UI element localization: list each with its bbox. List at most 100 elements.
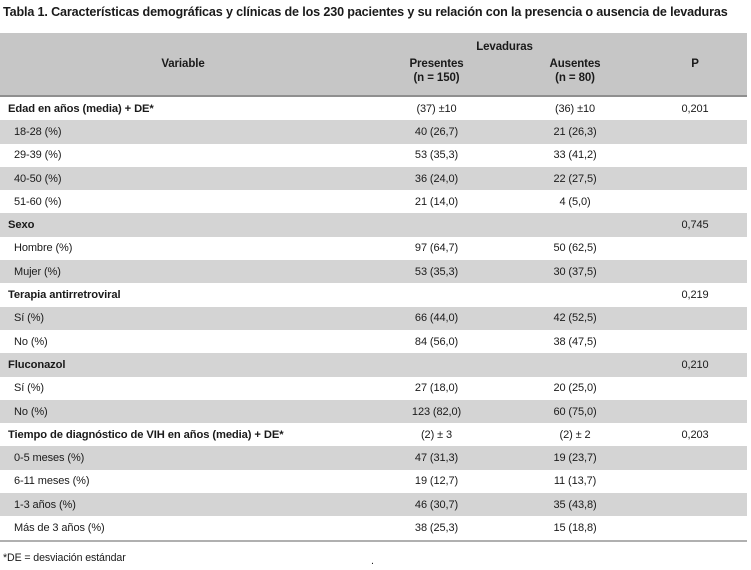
cell-p (643, 236, 748, 261)
table-row: Sí (%) 66 (44,0) 42 (52,5) (0, 306, 748, 330)
cell-ausentes: 20 (25,0) (507, 376, 644, 400)
cell-presentes: 46 (30,7) (366, 493, 507, 517)
table-row: 40-50 (%) 36 (24,0) 22 (27,5) (0, 166, 748, 191)
table-row: Terapia antirretroviral 0,219 (0, 283, 748, 307)
cell-ausentes: 21 (26,3) (507, 120, 644, 144)
header-group-levaduras: Levaduras (366, 33, 644, 55)
table-header: Variable Levaduras P Presentes (n = 150)… (0, 33, 748, 97)
table-body: Edad en años (media) + DE* (37) ±10 (36) ±… (0, 96, 748, 541)
cell-label: 29-39 (%) (0, 143, 366, 167)
cell-label: Más de 3 años (%) (0, 516, 366, 541)
table-row: Mujer (%) 53 (35,3) 30 (37,5) (0, 260, 748, 284)
header-ausentes-n: (n = 80) (555, 72, 595, 84)
cell-p (643, 260, 748, 284)
cell-ausentes: 4 (5,0) (507, 190, 644, 214)
cell-ausentes (507, 353, 644, 377)
stray-period: . (371, 554, 374, 567)
cell-presentes: 36 (24,0) (366, 166, 507, 191)
table-title: Tabla 1. Características demográficas y … (3, 5, 728, 19)
cell-ausentes: 38 (47,5) (507, 329, 644, 354)
cell-presentes: 97 (64,7) (366, 236, 507, 261)
cell-label: 40-50 (%) (0, 166, 366, 191)
cell-presentes: 27 (18,0) (366, 376, 507, 400)
footer-area: *DE = desviación estándar . (0, 552, 747, 570)
cell-label: Fluconazol (0, 353, 366, 377)
cell-p (643, 399, 748, 424)
header-presentes: Presentes (n = 150) (366, 55, 507, 97)
cell-p: 0,745 (643, 213, 748, 237)
cell-ausentes: 35 (43,8) (507, 493, 644, 517)
table-row: Tiempo de diagnóstico de VIH en años (me… (0, 423, 748, 447)
cell-presentes: 19 (12,7) (366, 469, 507, 494)
cell-presentes (366, 213, 507, 237)
cell-ausentes (507, 283, 644, 307)
cell-label: No (%) (0, 399, 366, 424)
cell-label: Tiempo de diagnóstico de VIH en años (me… (0, 423, 366, 447)
cell-label: Sí (%) (0, 376, 366, 400)
cell-label: 1-3 años (%) (0, 493, 366, 517)
cell-p (643, 516, 748, 541)
cell-ausentes: (36) ±10 (507, 96, 644, 121)
cell-presentes (366, 283, 507, 307)
footnote: *DE = desviación estándar (3, 551, 126, 564)
table-row: Sí (%) 27 (18,0) 20 (25,0) (0, 376, 748, 400)
cell-presentes: 84 (56,0) (366, 329, 507, 354)
cell-label: 51-60 (%) (0, 190, 366, 214)
cell-presentes: (37) ±10 (366, 96, 507, 121)
cell-label: No (%) (0, 329, 366, 354)
cell-ausentes: 15 (18,8) (507, 516, 644, 541)
cell-label: 6-11 meses (%) (0, 469, 366, 494)
cell-presentes: 21 (14,0) (366, 190, 507, 214)
table-row: Más de 3 años (%) 38 (25,3) 15 (18,8) (0, 516, 748, 541)
cell-label: 18-28 (%) (0, 120, 366, 144)
cell-p (643, 493, 748, 517)
cell-label: Hombre (%) (0, 236, 366, 261)
table-row: 51-60 (%) 21 (14,0) 4 (5,0) (0, 190, 748, 214)
data-table: Variable Levaduras P Presentes (n = 150)… (0, 33, 748, 542)
cell-ausentes: 11 (13,7) (507, 469, 644, 494)
table-row: Hombre (%) 97 (64,7) 50 (62,5) (0, 236, 748, 261)
cell-ausentes: (2) ± 2 (507, 423, 644, 447)
cell-p: 0,203 (643, 423, 748, 447)
cell-p (643, 190, 748, 214)
cell-presentes: (2) ± 3 (366, 423, 507, 447)
cell-p (643, 166, 748, 191)
table-row: No (%) 84 (56,0) 38 (47,5) (0, 329, 748, 354)
cell-p (643, 143, 748, 167)
cell-p: 0,210 (643, 353, 748, 377)
cell-p: 0,219 (643, 283, 748, 307)
cell-label: Mujer (%) (0, 260, 366, 284)
header-presentes-label: Presentes (409, 58, 464, 70)
cell-p (643, 120, 748, 144)
cell-presentes: 47 (31,3) (366, 446, 507, 470)
table-row: 29-39 (%) 53 (35,3) 33 (41,2) (0, 143, 748, 167)
cell-ausentes: 33 (41,2) (507, 143, 644, 167)
table-row: Edad en años (media) + DE* (37) ±10 (36) ±… (0, 96, 748, 121)
cell-ausentes: 60 (75,0) (507, 399, 644, 424)
cell-ausentes: 30 (37,5) (507, 260, 644, 284)
cell-label: 0-5 meses (%) (0, 446, 366, 470)
cell-ausentes (507, 213, 644, 237)
header-ausentes-label: Ausentes (549, 58, 601, 70)
cell-presentes: 123 (82,0) (366, 399, 507, 424)
cell-p (643, 376, 748, 400)
cell-label: Edad en años (media) + DE* (0, 96, 366, 121)
cell-presentes: 53 (35,3) (366, 260, 507, 284)
cell-p (643, 329, 748, 354)
cell-ausentes: 19 (23,7) (507, 446, 644, 470)
cell-p (643, 469, 748, 494)
cell-ausentes: 42 (52,5) (507, 306, 644, 330)
table-row: 18-28 (%) 40 (26,7) 21 (26,3) (0, 120, 748, 144)
header-presentes-n: (n = 150) (413, 72, 460, 84)
table-row: 1-3 años (%) 46 (30,7) 35 (43,8) (0, 493, 748, 517)
cell-ausentes: 50 (62,5) (507, 236, 644, 261)
cell-p: 0,201 (643, 96, 748, 121)
cell-ausentes: 22 (27,5) (507, 166, 644, 191)
cell-label: Sexo (0, 213, 366, 237)
table-row: 0-5 meses (%) 47 (31,3) 19 (23,7) (0, 446, 748, 470)
cell-label: Terapia antirretroviral (0, 283, 366, 307)
cell-presentes: 40 (26,7) (366, 120, 507, 144)
cell-presentes (366, 353, 507, 377)
table-row: 6-11 meses (%) 19 (12,7) 11 (13,7) (0, 469, 748, 494)
header-ausentes: Ausentes (n = 80) (507, 55, 644, 97)
